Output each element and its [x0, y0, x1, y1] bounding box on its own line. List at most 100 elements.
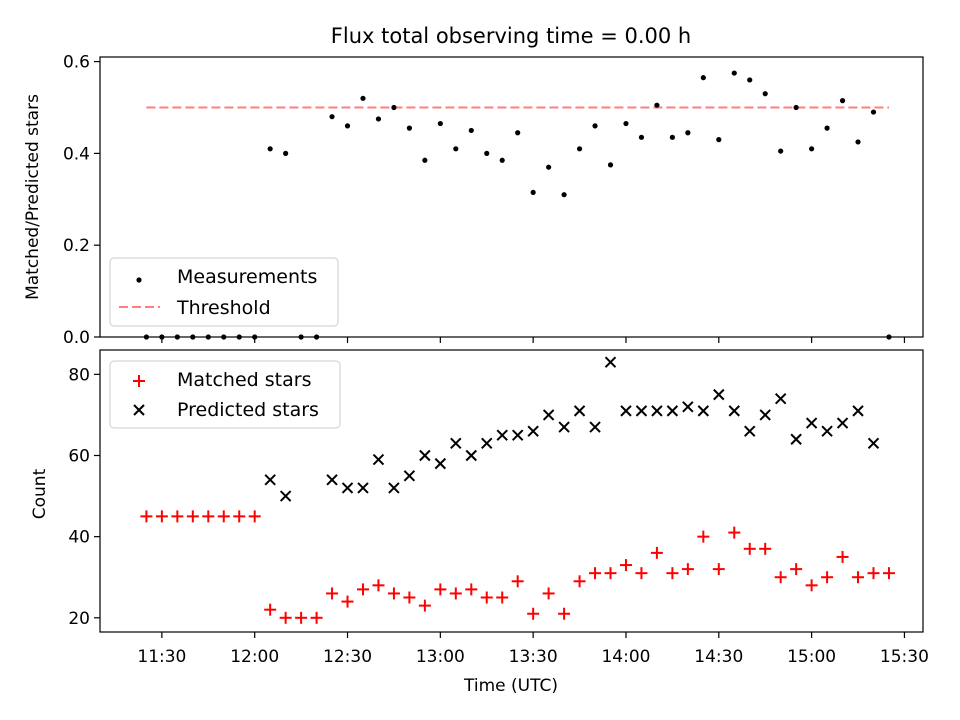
bottom-y-tick-label: 80 [68, 365, 90, 385]
predicted-star-point [620, 405, 632, 417]
matched-star-point [759, 542, 772, 555]
predicted-star-point [682, 401, 694, 413]
measurement-point [344, 123, 351, 129]
matched-star-point [418, 599, 431, 612]
matched-star-point [511, 575, 524, 588]
matched-star-point [697, 530, 710, 543]
matched-star-point [171, 510, 184, 523]
predicted-star-point [450, 437, 462, 450]
legend-measurements-marker [136, 277, 142, 283]
matched-star-point [867, 567, 880, 580]
matched-star-point [310, 611, 323, 624]
matched-star-point [728, 526, 741, 539]
measurement-point [809, 146, 815, 152]
matched-star-point [681, 563, 694, 576]
predicted-star-point [805, 417, 818, 429]
bottom-legend: Matched stars Predicted stars [109, 360, 341, 429]
measurement-point [437, 120, 443, 127]
x-axis-label: Time (UTC) [463, 676, 558, 696]
matched-star-point [295, 611, 308, 624]
predicted-star-point [496, 429, 508, 441]
measurement-point [592, 123, 598, 129]
matched-star-point [449, 587, 462, 600]
predicted-star-point [728, 405, 740, 417]
legend-matched-label: Matched stars [177, 369, 311, 391]
top-legend: Measurements Threshold [109, 257, 339, 327]
top-panel: Matched/Predicted stars 0.0 0.2 0.4 0.6 Mea… [23, 53, 924, 348]
predicted-star-point [589, 421, 601, 433]
predicted-star-point [852, 405, 864, 417]
matched-star-point [635, 567, 648, 580]
measurement-point [778, 148, 784, 154]
measurement-point [793, 104, 799, 111]
measurement-point [499, 157, 505, 163]
figure-title: Flux total observing time = 0.00 h [331, 24, 691, 48]
predicted-star-point [388, 482, 400, 494]
predicted-star-point [326, 474, 338, 486]
matched-star-point [140, 510, 153, 523]
matched-star-point [465, 583, 478, 596]
matched-star-point [480, 591, 493, 604]
predicted-star-point [821, 425, 833, 437]
matched-star-point [356, 583, 369, 596]
x-tick-label: 11:30 [137, 647, 186, 667]
predicted-star-point [759, 409, 771, 421]
measurement-point [360, 95, 366, 101]
measurement-point [824, 125, 830, 131]
bottom-plot-marks [140, 356, 895, 624]
top-legend-box [109, 257, 339, 327]
x-tick-label: 12:00 [230, 647, 279, 667]
measurement-point [623, 120, 629, 127]
predicted-star-point [357, 482, 369, 494]
predicted-star-point [713, 388, 725, 401]
predicted-star-point [279, 490, 292, 502]
matched-star-point [434, 583, 447, 596]
top-y-tick-label: 0.2 [63, 236, 90, 256]
matched-star-point [743, 542, 756, 555]
predicted-star-point [527, 425, 539, 437]
legend-predicted-marker [133, 404, 145, 416]
bottom-legend-box [109, 360, 341, 429]
predicted-star-point [867, 437, 880, 450]
predicted-star-point [790, 433, 802, 445]
top-y-tick-label: 0.0 [63, 328, 90, 348]
matched-star-point [542, 587, 555, 600]
matched-star-point [264, 603, 277, 616]
predicted-star-point [651, 405, 663, 417]
matched-star-point [604, 567, 617, 580]
measurement-point [654, 102, 660, 108]
predicted-star-point [558, 421, 570, 433]
predicted-star-point [697, 405, 710, 417]
top-y-tick-label: 0.6 [63, 53, 90, 73]
matched-star-point [202, 510, 215, 523]
matched-star-point [712, 563, 725, 576]
legend-threshold-label: Threshold [176, 297, 271, 319]
predicted-star-point [403, 470, 416, 482]
measurement-point [453, 146, 459, 152]
matched-star-point [372, 579, 385, 592]
x-tick-label: 13:30 [509, 647, 558, 667]
measurement-point [700, 75, 706, 81]
measurement-point [638, 134, 645, 140]
measurement-point [375, 116, 382, 122]
matched-star-point [821, 571, 834, 584]
legend-measurements-label: Measurements [177, 266, 317, 288]
matched-star-point [619, 559, 632, 572]
measurement-point [607, 162, 614, 168]
matched-star-point [790, 563, 803, 576]
predicted-star-point [511, 429, 524, 441]
predicted-star-point [341, 482, 354, 494]
predicted-star-point [264, 474, 276, 486]
predicted-star-point [481, 437, 493, 450]
matched-star-point [666, 567, 679, 580]
matched-star-point [589, 567, 602, 580]
measurement-point [468, 127, 474, 134]
matched-star-point [233, 510, 246, 523]
bottom-y-tick-label: 60 [68, 446, 90, 466]
legend-predicted-label: Predicted stars [177, 399, 319, 421]
measurement-point [561, 192, 567, 198]
measurement-point [839, 98, 846, 104]
measurement-point [530, 189, 536, 196]
bottom-y-axis-label: Count [30, 468, 50, 519]
